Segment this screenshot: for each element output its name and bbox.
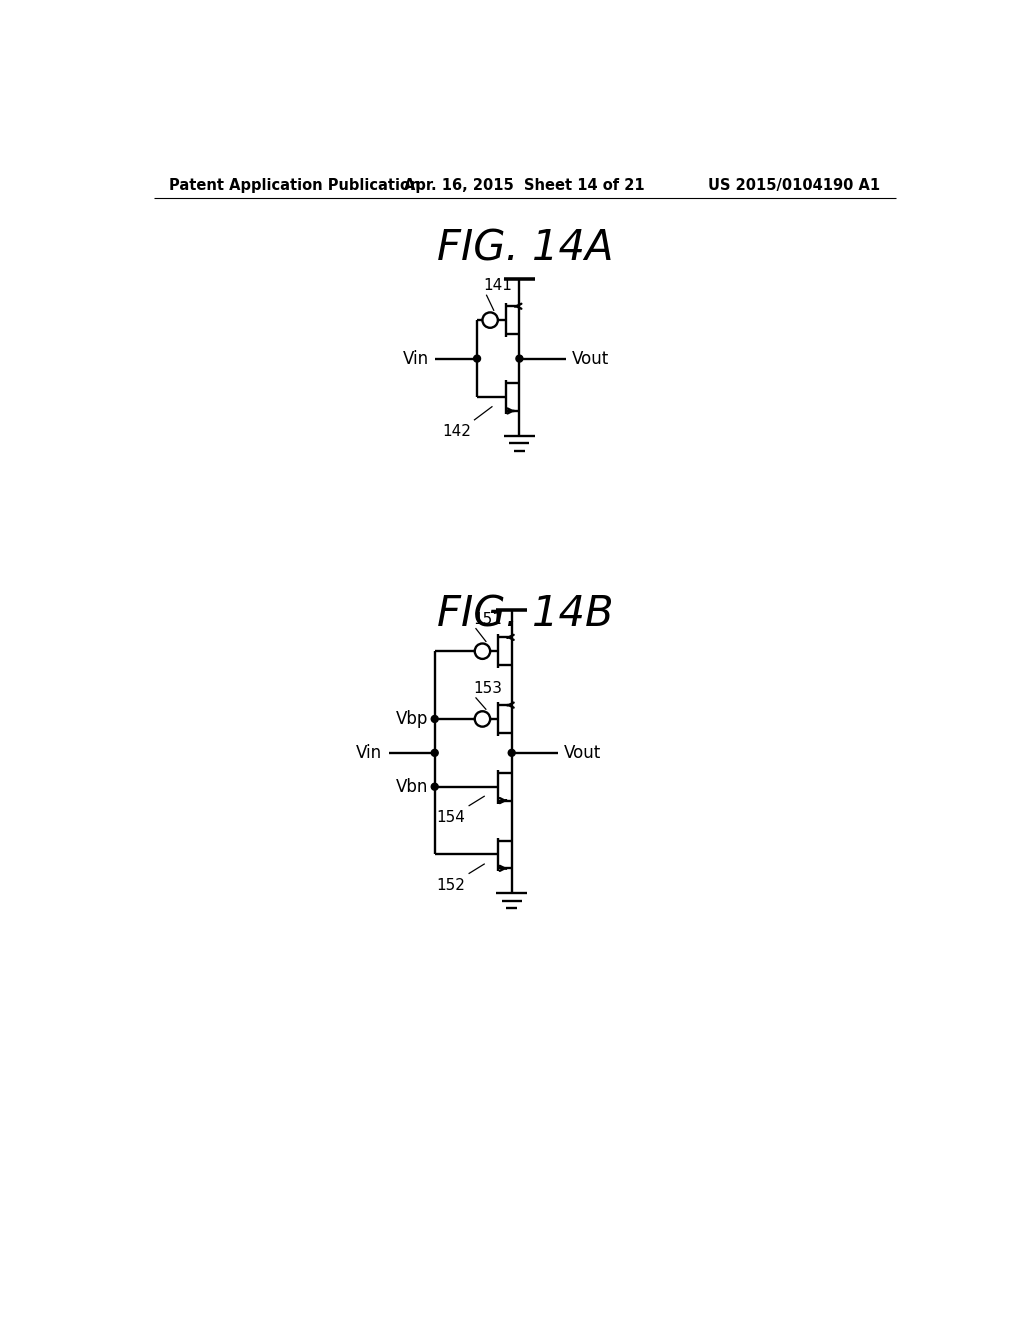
Text: FIG. 14B: FIG. 14B xyxy=(436,594,613,635)
Text: 153: 153 xyxy=(473,681,502,696)
Circle shape xyxy=(431,715,438,722)
Text: Patent Application Publication: Patent Application Publication xyxy=(169,178,421,193)
Text: Vin: Vin xyxy=(356,744,382,762)
Text: Vin: Vin xyxy=(402,350,429,367)
Text: FIG. 14A: FIG. 14A xyxy=(436,227,613,269)
Text: US 2015/0104190 A1: US 2015/0104190 A1 xyxy=(709,178,881,193)
Text: 141: 141 xyxy=(483,279,512,293)
Circle shape xyxy=(431,783,438,791)
Circle shape xyxy=(508,750,515,756)
Text: 154: 154 xyxy=(436,810,466,825)
Text: 142: 142 xyxy=(442,424,471,440)
Text: Apr. 16, 2015  Sheet 14 of 21: Apr. 16, 2015 Sheet 14 of 21 xyxy=(404,178,645,193)
Circle shape xyxy=(516,355,523,362)
Text: Vout: Vout xyxy=(571,350,609,367)
Circle shape xyxy=(473,355,480,362)
Text: Vout: Vout xyxy=(564,744,601,762)
Circle shape xyxy=(431,750,438,756)
Text: Vbn: Vbn xyxy=(396,777,429,796)
Text: 152: 152 xyxy=(436,878,466,892)
Text: Vbp: Vbp xyxy=(396,710,429,727)
Text: 151: 151 xyxy=(473,611,502,627)
